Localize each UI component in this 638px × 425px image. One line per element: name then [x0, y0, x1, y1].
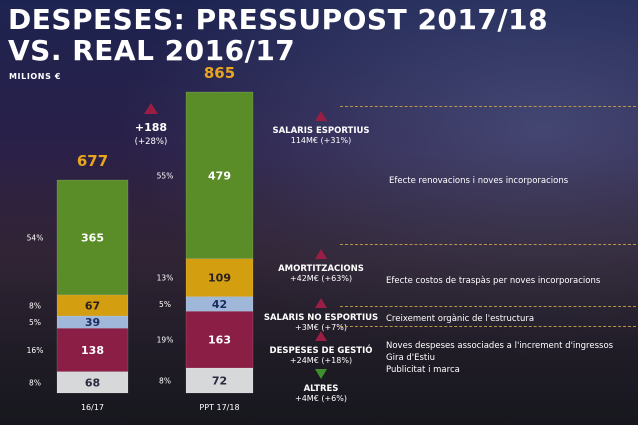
value-label-amortitzacions-0: 67 — [85, 299, 100, 312]
value-label-amortitzacions-1: 109 — [208, 272, 231, 285]
divider-line-3 — [340, 306, 636, 307]
divider-line-1 — [340, 106, 636, 107]
value-label-salaris_esportius-1: 479 — [208, 169, 231, 182]
change-value-salaris_no_esportius: +3M€ (+7%) — [295, 323, 347, 332]
percent-label-amortitzacions-0: 8% — [29, 301, 41, 310]
note-salaris-no-esportius: Creixement orgànic de l'estructura — [386, 314, 535, 324]
change-name-amortitzacions: AMORTITZACIONS — [278, 264, 364, 274]
bar-despeses_gestio-0 — [56, 327, 129, 372]
unit-label: MILIONS € — [9, 72, 62, 81]
bar-salaris_esportius-1 — [185, 91, 254, 259]
category-label-1: PPT 17/18 — [199, 403, 239, 412]
percent-label-salaris_esportius-1: 55% — [157, 171, 174, 180]
change-name-salaris_no_esportius: SALARIS NO ESPORTIUS — [264, 313, 378, 323]
category-label-0: 16/17 — [81, 403, 104, 412]
value-label-salaris_esportius-0: 365 — [81, 231, 104, 244]
divider-line-2 — [340, 244, 636, 245]
percent-label-salaris_no_esportius-1: 5% — [159, 300, 171, 309]
change-name-salaris_esportius: SALARIS ESPORTIUS — [272, 126, 369, 136]
value-label-salaris_no_esportius-1: 42 — [212, 298, 227, 311]
bar-despeses_gestio-1 — [185, 310, 254, 369]
change-up-triangle-salaris_esportius — [315, 111, 327, 121]
change-name-despeses_gestio: DESPESES DE GESTIÓ — [270, 344, 373, 356]
change-value-altres: +4M€ (+6%) — [295, 394, 347, 403]
value-label-despeses_gestio-1: 163 — [208, 334, 231, 347]
bar-altres-1 — [185, 367, 254, 394]
total-label-1: 865 — [204, 64, 235, 82]
change-down-triangle-altres — [315, 369, 327, 379]
total-change-value: +188 — [135, 121, 167, 134]
percent-label-altres-0: 8% — [29, 378, 41, 387]
percent-label-amortitzacions-1: 13% — [157, 274, 174, 283]
bar-salaris_esportius-0 — [56, 179, 129, 296]
total-change-up-triangle — [144, 103, 158, 114]
note-amortitzacions: Efecte costos de traspàs per noves incor… — [386, 276, 601, 286]
total-label-0: 677 — [77, 152, 108, 170]
percent-label-despeses_gestio-0: 16% — [27, 346, 44, 355]
value-label-salaris_no_esportius-0: 39 — [85, 316, 100, 329]
change-up-triangle-salaris_no_esportius — [315, 298, 327, 308]
percent-label-despeses_gestio-1: 19% — [157, 336, 174, 345]
percent-label-salaris_esportius-0: 54% — [27, 233, 44, 242]
bar-amortitzacions-1 — [185, 258, 254, 297]
change-up-triangle-despeses_gestio — [315, 331, 327, 341]
total-change-percent: (+28%) — [135, 137, 168, 147]
percent-label-altres-1: 8% — [159, 376, 171, 385]
change-value-salaris_esportius: 114M€ (+31%) — [291, 136, 352, 145]
change-name-altres: ALTRES — [304, 384, 339, 394]
note-despeses-gestio: Noves despeses associades a l'increment … — [386, 341, 614, 375]
note-salaris-esportius: Efecte renovacions i noves incorporacion… — [389, 176, 569, 186]
change-up-triangle-amortitzacions — [315, 249, 327, 259]
divider-line-4 — [340, 326, 636, 327]
value-label-altres-1: 72 — [212, 374, 227, 387]
percent-label-salaris_no_esportius-0: 5% — [29, 318, 41, 327]
value-label-altres-0: 68 — [85, 376, 100, 389]
chart-title: DESPESES: PRESSUPOST 2017/18 VS. REAL 20… — [8, 3, 549, 67]
value-label-despeses_gestio-0: 138 — [81, 344, 104, 357]
change-value-amortitzacions: +42M€ (+63%) — [290, 274, 352, 283]
change-value-despeses_gestio: +24M€ (+18%) — [290, 356, 352, 365]
